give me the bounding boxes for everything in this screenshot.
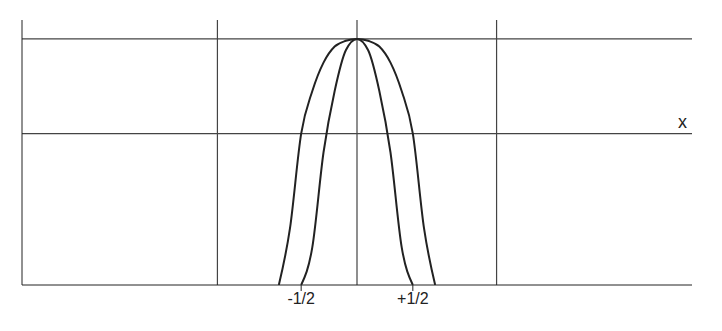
svg-text:+1/2: +1/2	[397, 290, 429, 307]
svg-text:-1/2: -1/2	[287, 290, 315, 307]
svg-text:x: x	[678, 112, 687, 132]
